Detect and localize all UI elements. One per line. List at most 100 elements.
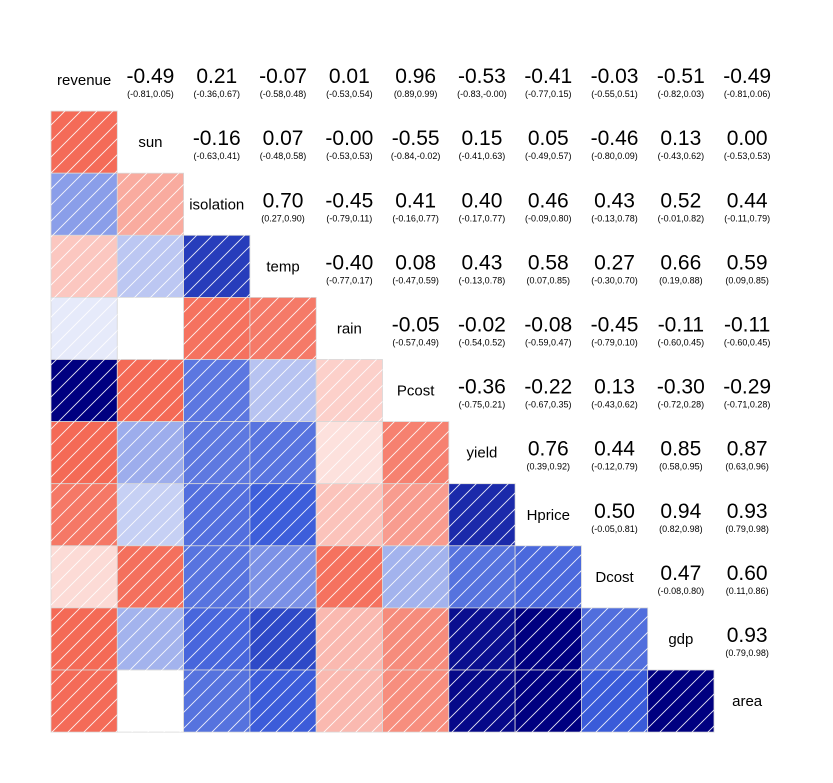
confidence-interval: (0.89,0.99) bbox=[394, 89, 438, 99]
variable-label-Dcost: Dcost bbox=[595, 569, 634, 586]
cell-gdp-Pcost bbox=[382, 607, 450, 671]
correlation-value: -0.51 bbox=[657, 65, 705, 88]
variable-label-Hprice: Hprice bbox=[527, 507, 570, 524]
cell-Hprice-yield bbox=[448, 483, 516, 547]
confidence-interval: (-0.79,0.10) bbox=[591, 337, 638, 347]
correlation-value: 0.76 bbox=[528, 438, 569, 461]
correlation-value: 0.08 bbox=[395, 251, 436, 274]
confidence-interval: (-0.82,0.03) bbox=[658, 89, 705, 99]
value-Hprice-Dcost: 0.50(-0.05,0.81) bbox=[591, 500, 638, 534]
correlation-value: 0.46 bbox=[528, 189, 569, 212]
cell-Dcost-yield bbox=[448, 545, 516, 609]
cell-area-isolation bbox=[183, 669, 251, 733]
correlation-value: 0.01 bbox=[329, 65, 370, 88]
correlation-value: 0.05 bbox=[528, 127, 569, 150]
confidence-interval: (-0.11,0.79) bbox=[724, 213, 770, 223]
correlation-value: 0.50 bbox=[594, 500, 635, 523]
confidence-interval: (0.19,0.88) bbox=[659, 275, 703, 285]
correlation-value: 0.21 bbox=[196, 65, 237, 88]
cell-yield-isolation bbox=[183, 421, 251, 485]
cell-rain-temp bbox=[249, 296, 317, 360]
variable-label-area: area bbox=[732, 693, 763, 710]
cell-sun-revenue bbox=[50, 110, 118, 174]
confidence-interval: (-0.71,0.28) bbox=[724, 400, 771, 410]
correlation-value: 0.41 bbox=[395, 189, 436, 212]
value-revenue-temp: -0.07(-0.58,0.48) bbox=[259, 65, 307, 99]
value-isolation-temp: 0.70(0.27,0.90) bbox=[261, 189, 305, 223]
correlation-value: -0.49 bbox=[127, 65, 175, 88]
value-revenue-sun: -0.49(-0.81,0.05) bbox=[127, 65, 175, 99]
cell-Dcost-temp bbox=[249, 545, 317, 609]
value-revenue-Hprice: -0.41(-0.77,0.15) bbox=[524, 65, 572, 99]
cell-area-Pcost bbox=[382, 669, 450, 733]
correlation-value: -0.53 bbox=[458, 65, 506, 88]
confidence-interval: (-0.30,0.70) bbox=[591, 275, 638, 285]
value-temp-area: 0.59(0.09,0.85) bbox=[725, 251, 769, 285]
confidence-interval: (-0.08,0.80) bbox=[658, 586, 705, 596]
cell-Pcost-revenue bbox=[50, 359, 118, 422]
cell-yield-rain bbox=[315, 421, 383, 485]
confidence-interval: (-0.41,0.63) bbox=[459, 151, 506, 161]
confidence-interval: (-0.60,0.45) bbox=[658, 337, 705, 347]
variable-label-sun: sun bbox=[138, 134, 162, 151]
value-revenue-yield: -0.53(-0.83,-0.00) bbox=[457, 65, 507, 99]
confidence-interval: (0.79,0.98) bbox=[725, 648, 769, 658]
cell-area-yield bbox=[448, 669, 516, 733]
cell-isolation-sun bbox=[116, 172, 185, 236]
cell-Hprice-temp bbox=[249, 483, 317, 547]
cell-area-rain bbox=[315, 669, 383, 733]
confidence-interval: (-0.67,0.35) bbox=[525, 400, 572, 410]
value-rain-yield: -0.02(-0.54,0.52) bbox=[458, 313, 506, 347]
correlation-value: 0.07 bbox=[263, 127, 304, 150]
correlation-value: 0.15 bbox=[462, 127, 503, 150]
confidence-interval: (-0.53,0.53) bbox=[326, 151, 373, 161]
cell-Dcost-rain bbox=[315, 545, 383, 609]
value-sun-area: 0.00(-0.53,0.53) bbox=[724, 127, 771, 161]
cell-gdp-Hprice bbox=[514, 607, 582, 671]
cell-Hprice-sun bbox=[116, 483, 185, 547]
correlation-value: -0.02 bbox=[458, 313, 506, 336]
variable-label-Pcost: Pcost bbox=[397, 383, 435, 400]
correlation-value: -0.07 bbox=[259, 65, 307, 88]
confidence-interval: (-0.55,0.51) bbox=[591, 89, 638, 99]
correlation-value: -0.46 bbox=[591, 127, 639, 150]
cell-Hprice-rain bbox=[315, 483, 383, 547]
correlation-value: 0.52 bbox=[660, 189, 701, 212]
cell-Hprice-Pcost bbox=[382, 483, 450, 547]
cell-gdp-Dcost bbox=[581, 607, 649, 671]
value-revenue-Dcost: -0.03(-0.55,0.51) bbox=[591, 65, 639, 99]
value-isolation-gdp: 0.52(-0.01,0.82) bbox=[658, 189, 705, 223]
value-sun-Hprice: 0.05(-0.49,0.57) bbox=[525, 127, 572, 161]
confidence-interval: (-0.01,0.82) bbox=[658, 213, 705, 223]
value-sun-Pcost: -0.55(-0.84,-0.02) bbox=[391, 127, 441, 161]
value-sun-Dcost: -0.46(-0.80,0.09) bbox=[591, 127, 639, 161]
value-gdp-area: 0.93(0.79,0.98) bbox=[725, 624, 769, 658]
confidence-interval: (0.27,0.90) bbox=[261, 213, 305, 223]
correlation-value: 0.58 bbox=[528, 251, 569, 274]
value-sun-isolation: -0.16(-0.63,0.41) bbox=[193, 127, 241, 161]
confidence-interval: (-0.53,0.53) bbox=[724, 151, 771, 161]
correlation-value: 0.44 bbox=[594, 438, 635, 461]
cell-Dcost-Hprice bbox=[514, 545, 582, 609]
correlation-value: -0.11 bbox=[724, 313, 770, 336]
cell-rain-isolation bbox=[183, 296, 251, 360]
correlation-value: -0.45 bbox=[325, 189, 373, 212]
cell-yield-revenue bbox=[50, 421, 118, 485]
confidence-interval: (-0.43,0.62) bbox=[658, 151, 705, 161]
cell-area-temp bbox=[249, 669, 317, 733]
value-rain-gdp: -0.11(-0.60,0.45) bbox=[658, 313, 705, 347]
value-sun-temp: 0.07(-0.48,0.58) bbox=[260, 127, 307, 161]
confidence-interval: (-0.63,0.41) bbox=[193, 151, 240, 161]
confidence-interval: (0.63,0.96) bbox=[725, 462, 769, 472]
value-temp-rain: -0.40(-0.77,0.17) bbox=[325, 251, 373, 285]
confidence-interval: (-0.83,-0.00) bbox=[457, 89, 507, 99]
confidence-interval: (-0.72,0.28) bbox=[658, 400, 705, 410]
cell-area-Dcost bbox=[581, 669, 649, 733]
confidence-interval: (-0.81,0.06) bbox=[724, 89, 771, 99]
cell-temp-isolation bbox=[183, 234, 251, 298]
value-isolation-Pcost: 0.41(-0.16,0.77) bbox=[392, 189, 439, 223]
cell-Pcost-sun bbox=[116, 359, 185, 422]
confidence-interval: (-0.13,0.78) bbox=[459, 275, 506, 285]
cell-area-sun bbox=[116, 669, 185, 733]
